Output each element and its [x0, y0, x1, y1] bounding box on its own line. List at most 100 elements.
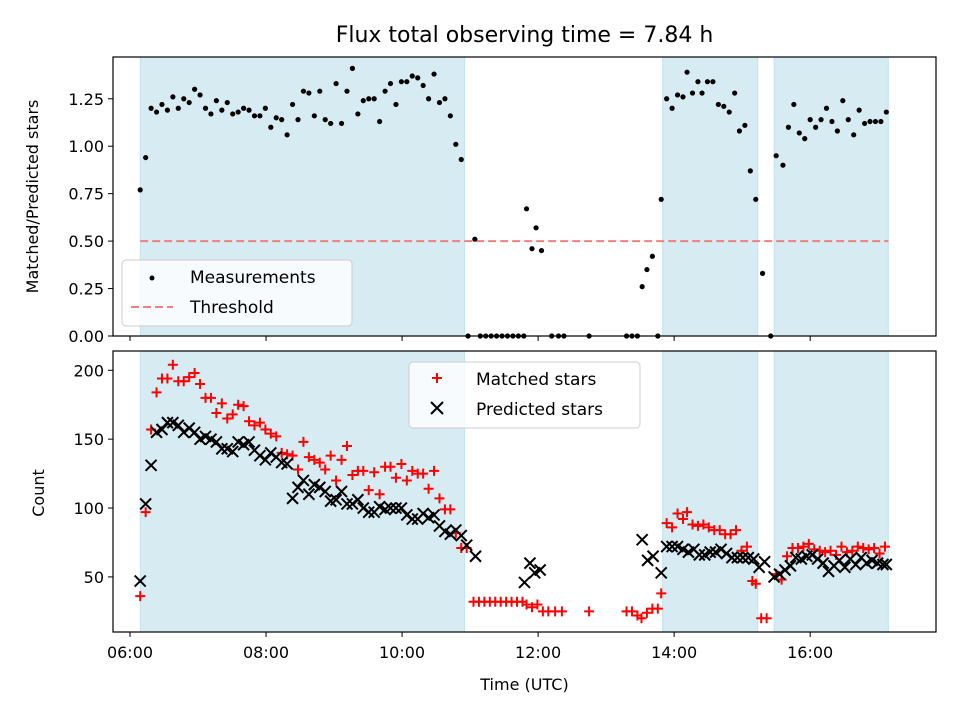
y-tick-label: 100: [73, 499, 104, 518]
matched-stars-point: [222, 413, 233, 424]
matched-stars-point: [309, 454, 320, 465]
legend-predicted-label: Predicted stars: [476, 400, 603, 420]
measurement-point: [785, 124, 792, 130]
matched-stars-point: [233, 399, 244, 410]
predicted-stars-point: [340, 497, 354, 511]
matched-stars-point: [363, 485, 374, 496]
x-axis-label: Time (UTC): [479, 675, 568, 694]
measurement-point: [823, 105, 830, 111]
predicted-stars-point: [172, 419, 185, 432]
measurement-point: [883, 109, 889, 115]
y-tick-label: 0.50: [68, 232, 104, 251]
measurement-point: [834, 128, 840, 134]
predicted-stars-point: [533, 563, 547, 577]
measurement-point: [431, 71, 437, 77]
measurement-point: [829, 118, 835, 125]
measurement-point: [639, 284, 645, 290]
matched-stars-point: [626, 606, 637, 617]
matched-stars-point: [852, 541, 863, 552]
predicted-stars-point: [838, 561, 852, 574]
matched-stars-point: [863, 544, 874, 555]
measurement-point: [669, 105, 675, 111]
matched-stars-point: [151, 387, 162, 398]
measurement-point: [704, 79, 711, 85]
measurement-point: [333, 80, 339, 87]
matched-stars-point: [820, 547, 831, 558]
measurement-point: [415, 75, 421, 81]
shaded-interval-3: [773, 350, 889, 633]
matched-stars-point: [135, 591, 146, 602]
measurement-point: [300, 88, 307, 94]
matched-stars-point: [825, 545, 836, 556]
measurement-point: [186, 99, 192, 106]
predicted-stars-point: [210, 435, 223, 449]
matched-stars-point: [303, 452, 314, 463]
predicted-stars-point: [880, 558, 893, 571]
measurement-point: [328, 120, 334, 127]
matched-stars-point: [687, 519, 698, 530]
measurement-point: [710, 79, 716, 85]
matched-stars-point: [385, 461, 396, 472]
predicted-stars-point: [161, 416, 174, 429]
measurement-point: [796, 130, 802, 136]
matched-stars-point: [584, 606, 595, 617]
matched-stars-point: [293, 464, 304, 475]
bottom-legend: Matched stars Predicted stars: [408, 361, 641, 429]
matched-stars-point: [314, 457, 325, 468]
bottom-panel: 50 100 150 200 06:00 08:00 10:00 12:00 14:00 16:0…: [29, 350, 937, 694]
predicted-stars-point: [291, 481, 305, 494]
measurement-point: [338, 120, 345, 127]
predicted-stars-point: [351, 493, 365, 506]
measurement-point: [192, 86, 198, 92]
predicted-stars-point: [395, 501, 408, 515]
measurement-point: [181, 96, 187, 102]
measurement-point: [289, 101, 296, 108]
measurement-point: [472, 236, 478, 242]
matched-stars-point: [189, 368, 200, 379]
matched-stars-point: [667, 522, 678, 533]
predicted-stars-point: [523, 556, 537, 570]
predicted-stars-point: [665, 540, 679, 553]
predicted-stars-point: [329, 493, 343, 506]
predicted-stars-point: [660, 540, 673, 553]
measurement-point: [684, 69, 690, 75]
measurement-point: [840, 98, 846, 104]
measurement-point: [529, 246, 535, 252]
matched-stars-point: [731, 525, 742, 536]
predicted-stars-point: [655, 566, 668, 579]
measurement-point: [878, 118, 884, 125]
measurement-point: [523, 206, 530, 212]
legend-plus-marker: [432, 373, 442, 383]
measurement-point: [164, 107, 171, 113]
measurement-point: [420, 82, 426, 89]
predicted-stars-point: [226, 445, 239, 458]
matched-stars-point: [692, 520, 703, 531]
matched-stars-point: [271, 431, 282, 442]
measurement-point: [143, 154, 149, 161]
matched-stars-point: [661, 518, 672, 529]
measurement-point: [818, 117, 824, 123]
predicted-stars-point: [155, 423, 169, 436]
measurement-point: [159, 101, 165, 108]
measurement-point: [311, 113, 317, 119]
measurement-point: [538, 247, 545, 254]
measurement-point: [262, 105, 268, 111]
measurement-point: [807, 117, 813, 123]
measurement-point: [137, 187, 143, 193]
predicted-stars-point: [518, 576, 531, 589]
measurement-point: [780, 162, 786, 168]
measurement-point: [148, 105, 154, 111]
predicted-stars-point: [427, 508, 441, 522]
matched-stars-point: [260, 424, 271, 435]
legend-matched-label: Matched stars: [476, 370, 596, 390]
matched-stars-point: [167, 359, 178, 370]
matched-stars-point: [656, 588, 667, 599]
matched-stars-point: [254, 417, 265, 428]
predicted-stars-point: [133, 574, 147, 588]
measurement-point: [726, 109, 732, 115]
measurement-point: [317, 88, 323, 94]
matched-stars-point: [369, 467, 380, 478]
matched-stars-point: [874, 548, 885, 559]
measurement-point: [251, 113, 258, 119]
matched-stars-point: [782, 551, 793, 562]
